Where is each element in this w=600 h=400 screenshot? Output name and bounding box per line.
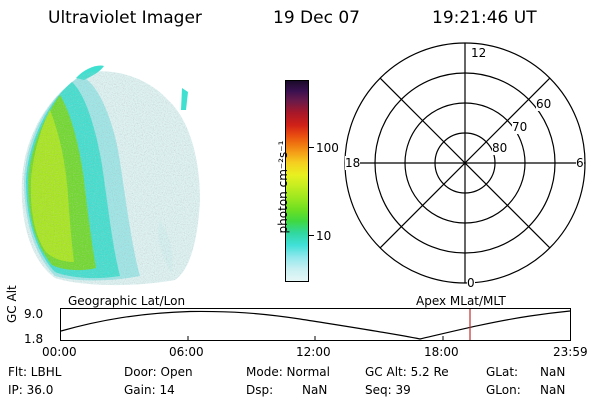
time-label: 19:21:46 UT: [432, 8, 537, 28]
altitude-curve: [60, 310, 571, 340]
aurora-speckle: [21, 71, 200, 286]
colorbar-tick-100: 100: [316, 141, 339, 155]
mlt-label-18: 18: [345, 156, 361, 170]
mlat-label-70: 70: [512, 120, 528, 134]
date-label: 19 Dec 07: [273, 8, 360, 28]
mlt-label-6: 6: [576, 156, 584, 170]
xtick-label-1200: 12:00: [296, 345, 331, 359]
colorbar-tick-10: 10: [316, 229, 332, 243]
info-glat-value: NaN: [540, 365, 566, 379]
info-dsp-label: Dsp:: [246, 383, 274, 397]
info-ip: IP: 36.0: [8, 383, 54, 397]
mlat-label-80: 80: [492, 141, 508, 155]
info-glon-label: GLon:: [486, 383, 521, 397]
geographic-caption: Geographic Lat/Lon: [68, 294, 186, 308]
info-gain: Gain: 14: [124, 383, 175, 397]
info-glon-value: NaN: [540, 383, 566, 397]
info-gcalt: GC Alt: 5.2 Re: [365, 365, 449, 379]
xtick-label-0600: 06:00: [169, 345, 204, 359]
colorbar-label: photon cm⁻²s⁻¹: [276, 140, 290, 234]
info-seq: Seq: 39: [365, 383, 411, 397]
altplot-frame: [60, 308, 571, 341]
colorbar-tickmark-10: [308, 235, 314, 236]
info-mode: Mode: Normal: [246, 365, 330, 379]
info-flt: Flt: LBHL: [8, 365, 62, 379]
mlt-label-12: 12: [470, 46, 488, 60]
polar-plot: [344, 42, 586, 284]
apex-caption: Apex MLat/MLT: [416, 294, 506, 308]
altitude-plot: [60, 308, 571, 341]
mlt-label-0: 0: [467, 276, 475, 290]
altplot-ylabel: GC Alt: [5, 285, 19, 323]
xtick-label-0000: 00:00: [42, 345, 77, 359]
info-door: Door: Open: [124, 365, 193, 379]
aurora-right-streak: [181, 88, 188, 110]
xtick-label-2359: 23:59: [553, 345, 588, 359]
mlat-label-60: 60: [536, 97, 552, 111]
colorbar-tickmark-100: [308, 147, 314, 148]
app-title: Ultraviolet Imager: [48, 8, 202, 28]
altplot-ytick-9: 9.0: [24, 307, 44, 321]
polar-diagonal-2: [379, 77, 551, 249]
altplot-ytick-1-8: 1.8: [24, 332, 44, 346]
xtick-label-1800: 18:00: [424, 345, 459, 359]
info-dsp-value: NaN: [302, 383, 328, 397]
colorbar: [285, 80, 309, 282]
info-glat-label: GLat:: [486, 365, 519, 379]
auroral-image: [21, 65, 200, 286]
